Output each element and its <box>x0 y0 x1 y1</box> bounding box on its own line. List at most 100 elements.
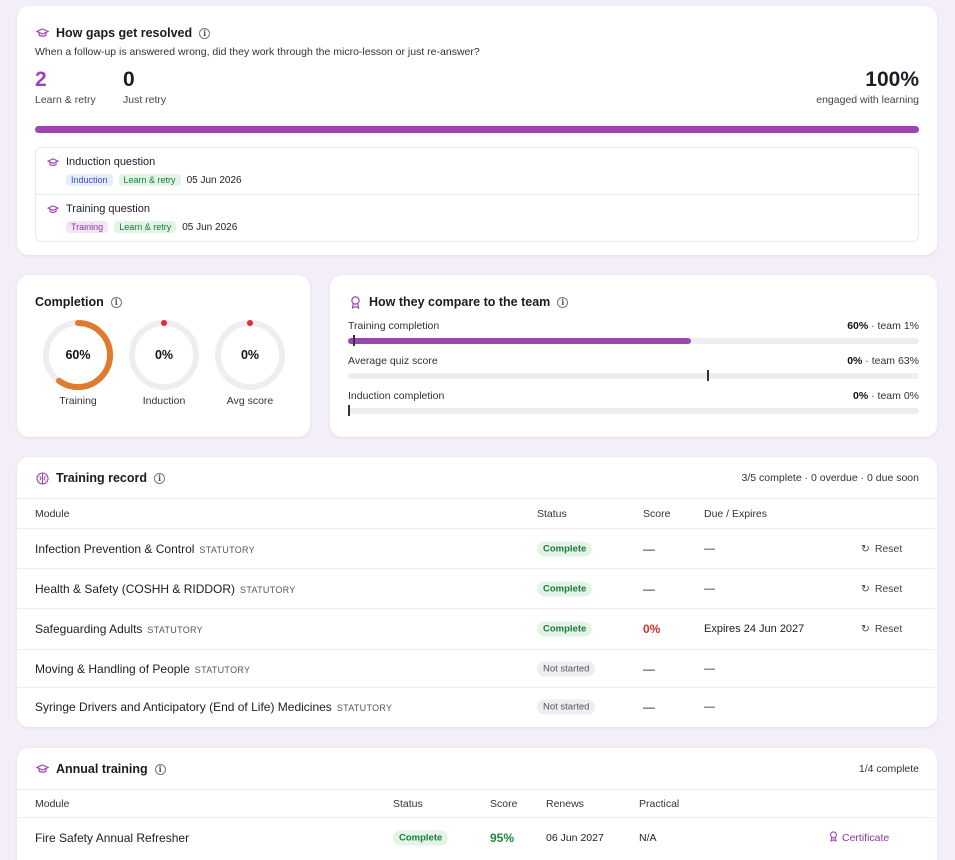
reset-icon: ↻ <box>861 623 870 635</box>
score-cell: — <box>643 541 655 556</box>
completion-header: Completion i <box>35 295 292 309</box>
learn-retry-count: 2 <box>35 68 47 91</box>
col-score: Score <box>643 507 671 520</box>
score-cell: — <box>643 661 655 676</box>
record-summary: 3/5 complete · 0 overdue · 0 due soon <box>741 472 919 484</box>
col-module: Module <box>35 797 70 810</box>
reset-button[interactable]: ↻ Reset <box>861 582 903 595</box>
gaps-card: How gaps get resolved i When a follow-up… <box>17 6 937 255</box>
engaged-stat: 100% engaged with learning <box>816 68 919 106</box>
learn-retry-stat: 2 Learn & retry <box>35 68 96 106</box>
team-marker <box>352 335 355 346</box>
team-marker <box>348 405 350 416</box>
certificate-button[interactable]: Certificate <box>829 831 889 845</box>
graduation-cap-icon <box>35 762 49 776</box>
graduation-cap-icon <box>46 155 60 169</box>
record-title: Training record <box>56 471 147 485</box>
just-retry-label: Just retry <box>123 94 167 107</box>
team-value: · team 1% <box>871 320 919 332</box>
module-name: Syringe Drivers and Anticipatory (End of… <box>35 700 332 714</box>
completion-card: Completion i 60% Training 0% Induction <box>17 275 310 437</box>
compare-header: How they compare to the team i <box>348 295 919 309</box>
avg-score-ring: 0% Avg score <box>214 319 286 407</box>
table-row[interactable]: Infection Prevention & Control STATUTORY … <box>17 529 937 569</box>
team-marker <box>706 370 709 381</box>
due-cell: — <box>704 542 715 555</box>
question-date: 05 Jun 2026 <box>186 174 242 186</box>
graduation-cap-icon <box>46 202 60 216</box>
status-badge: Not started <box>537 699 596 715</box>
compare-title: How they compare to the team <box>369 295 551 309</box>
question-title: Induction question <box>66 156 156 168</box>
score-cell: — <box>643 581 655 596</box>
training-record-card: Training record i 3/5 complete · 0 overd… <box>17 457 937 727</box>
team-value: · team 0% <box>871 390 919 402</box>
induction-ring: 0% Induction <box>128 319 200 407</box>
table-row[interactable]: Syringe Drivers and Anticipatory (End of… <box>17 688 937 726</box>
reset-button[interactable]: ↻ Reset <box>861 623 903 635</box>
table-row[interactable]: Fire Safety Annual Refresher Complete 95… <box>17 818 937 858</box>
record-table: Module Status Score Due / Expires Infect… <box>17 499 937 726</box>
module-name: Infection Prevention & Control <box>35 541 195 556</box>
statutory-tag: STATUTORY <box>240 584 296 595</box>
gaps-stats: 2 Learn & retry 0 Just retry 100% engage… <box>35 68 919 114</box>
annual-table: Module Status Score Renews Practical Fir… <box>17 790 937 858</box>
category-tag: Induction <box>66 174 113 186</box>
score-cell: — <box>643 700 655 714</box>
compare-track <box>348 405 919 416</box>
info-icon[interactable]: i <box>110 296 122 308</box>
compare-row: Induction completion 0% · team 0% <box>348 390 919 416</box>
col-status: Status <box>537 507 567 520</box>
question-title: Training question <box>66 203 150 215</box>
table-row[interactable]: Moving & Handling of People STATUTORY Not… <box>17 650 937 688</box>
ring-label: Induction <box>142 395 186 407</box>
compare-card: How they compare to the team i Training … <box>330 275 937 437</box>
ring-value: 60% <box>65 348 90 362</box>
info-icon[interactable]: i <box>154 763 166 775</box>
col-module: Module <box>35 507 70 520</box>
record-header: Training record i 3/5 complete · 0 overd… <box>17 457 937 499</box>
renews-cell: 06 Jun 2027 <box>546 832 604 844</box>
annual-summary: 1/4 complete <box>858 763 919 775</box>
learn-retry-label: Learn & retry <box>35 94 96 107</box>
engaged-progress-bar <box>35 126 919 133</box>
completion-rings: 60% Training 0% Induction 0% Avg score <box>35 319 292 419</box>
engaged-pct: 100% <box>865 68 919 91</box>
practical-cell: N/A <box>639 832 657 844</box>
gap-question-item[interactable]: Training question Training Learn & retry… <box>36 194 918 241</box>
module-cell: Syringe Drivers and Anticipatory (End of… <box>35 700 392 714</box>
reset-button[interactable]: ↻ Reset <box>861 542 903 555</box>
just-retry-count: 0 <box>123 68 135 91</box>
compare-row: Training completion 60% · team 1% <box>348 320 919 346</box>
col-practical: Practical <box>639 797 680 810</box>
reset-icon: ↻ <box>861 582 870 595</box>
engaged-label: engaged with learning <box>816 94 919 107</box>
table-header-row: Module Status Score Renews Practical <box>17 790 937 818</box>
ring-label: Avg score <box>226 395 274 407</box>
annual-training-card: Annual training i 1/4 complete Module St… <box>17 748 937 860</box>
info-icon[interactable]: i <box>557 296 569 308</box>
module-name: Fire Safety Annual Refresher <box>35 831 190 845</box>
gap-question-item[interactable]: Induction question Induction Learn & ret… <box>36 148 918 194</box>
compare-row: Average quiz score 0% · team 63% <box>348 355 919 381</box>
compare-label: Training completion <box>348 320 440 332</box>
compare-label: Induction completion <box>348 390 445 402</box>
gaps-header: How gaps get resolved i <box>35 26 919 40</box>
ring-value: 0% <box>155 348 173 362</box>
table-row[interactable]: Safeguarding Adults STATUTORY Complete 0%… <box>17 609 937 650</box>
info-icon[interactable]: i <box>154 472 165 484</box>
info-icon[interactable]: i <box>199 27 211 39</box>
gaps-subtitle: When a follow-up is answered wrong, did … <box>35 46 480 58</box>
compare-track <box>348 370 919 381</box>
graduation-cap-icon <box>35 26 49 40</box>
due-cell: — <box>704 582 715 595</box>
module-cell: Infection Prevention & Control STATUTORY <box>35 542 255 556</box>
reset-icon: ↻ <box>861 542 870 555</box>
compare-label: Average quiz score <box>348 355 438 367</box>
table-row[interactable]: Health & Safety (COSHH & RIDDOR) STATUTOR… <box>17 569 937 609</box>
compare-track <box>348 335 919 346</box>
due-cell: — <box>704 701 715 713</box>
status-badge: Complete <box>537 621 593 637</box>
module-cell: Moving & Handling of People STATUTORY <box>35 662 250 676</box>
brain-icon <box>35 471 49 485</box>
